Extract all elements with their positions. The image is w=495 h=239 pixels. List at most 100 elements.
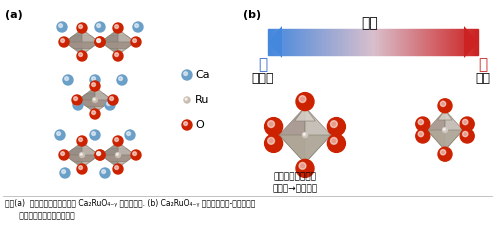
- Text: 温度: 温度: [362, 16, 378, 30]
- Circle shape: [80, 152, 85, 158]
- Circle shape: [327, 118, 346, 136]
- Polygon shape: [427, 130, 463, 150]
- Bar: [406, 29, 408, 55]
- Bar: [288, 29, 289, 55]
- Circle shape: [460, 129, 474, 143]
- Bar: [451, 29, 453, 55]
- Polygon shape: [101, 36, 135, 42]
- Bar: [284, 29, 285, 55]
- Polygon shape: [118, 142, 135, 168]
- Bar: [313, 29, 314, 55]
- Circle shape: [133, 22, 143, 32]
- Bar: [419, 29, 421, 55]
- Circle shape: [182, 120, 192, 130]
- Bar: [281, 29, 282, 55]
- Bar: [282, 29, 284, 55]
- Circle shape: [119, 77, 122, 81]
- Circle shape: [303, 133, 305, 135]
- Circle shape: [116, 153, 118, 155]
- Circle shape: [299, 96, 306, 103]
- Circle shape: [115, 152, 120, 158]
- Circle shape: [92, 83, 96, 87]
- Circle shape: [113, 23, 123, 33]
- Bar: [285, 29, 286, 55]
- Bar: [286, 29, 288, 55]
- Bar: [412, 29, 414, 55]
- Circle shape: [302, 132, 307, 137]
- Bar: [379, 29, 380, 55]
- Circle shape: [90, 109, 100, 119]
- Bar: [349, 29, 350, 55]
- Circle shape: [77, 51, 87, 61]
- Circle shape: [90, 81, 100, 91]
- Polygon shape: [305, 107, 331, 163]
- Bar: [423, 29, 425, 55]
- Circle shape: [74, 97, 78, 101]
- Bar: [425, 29, 426, 55]
- Bar: [366, 29, 367, 55]
- Circle shape: [460, 117, 474, 131]
- Circle shape: [107, 102, 110, 105]
- Bar: [345, 29, 346, 55]
- Bar: [465, 29, 467, 55]
- Polygon shape: [438, 110, 452, 120]
- Bar: [435, 29, 436, 55]
- Bar: [308, 29, 310, 55]
- Circle shape: [62, 170, 65, 174]
- Bar: [382, 29, 383, 55]
- Bar: [360, 29, 362, 55]
- Circle shape: [79, 25, 83, 28]
- Bar: [363, 29, 365, 55]
- Bar: [321, 29, 323, 55]
- Bar: [440, 29, 442, 55]
- Polygon shape: [295, 107, 315, 121]
- Bar: [291, 29, 292, 55]
- Bar: [333, 29, 334, 55]
- Polygon shape: [65, 36, 99, 42]
- Circle shape: [110, 97, 113, 101]
- Bar: [275, 29, 276, 55]
- Bar: [303, 29, 304, 55]
- Bar: [438, 29, 439, 55]
- Circle shape: [65, 77, 68, 81]
- Bar: [409, 29, 411, 55]
- Circle shape: [184, 72, 188, 76]
- Polygon shape: [427, 110, 445, 150]
- Polygon shape: [65, 155, 99, 162]
- Circle shape: [331, 137, 337, 144]
- Bar: [460, 29, 461, 55]
- Circle shape: [113, 164, 123, 174]
- Bar: [268, 29, 269, 55]
- Circle shape: [131, 150, 141, 160]
- Bar: [461, 29, 463, 55]
- Text: (b): (b): [243, 10, 261, 20]
- Circle shape: [115, 25, 118, 28]
- Circle shape: [443, 127, 447, 132]
- Bar: [432, 29, 433, 55]
- Bar: [416, 29, 418, 55]
- Circle shape: [97, 39, 100, 43]
- Circle shape: [79, 138, 83, 141]
- Bar: [328, 29, 330, 55]
- Bar: [297, 29, 299, 55]
- Bar: [314, 29, 316, 55]
- Bar: [404, 29, 405, 55]
- Circle shape: [182, 70, 192, 80]
- Bar: [415, 29, 416, 55]
- Circle shape: [127, 132, 131, 136]
- Bar: [454, 29, 455, 55]
- Circle shape: [113, 136, 123, 146]
- Bar: [372, 29, 373, 55]
- Circle shape: [125, 130, 135, 140]
- Circle shape: [265, 118, 283, 136]
- Circle shape: [299, 163, 306, 169]
- Bar: [323, 29, 324, 55]
- Text: Ru: Ru: [195, 95, 209, 105]
- Bar: [411, 29, 412, 55]
- Circle shape: [95, 37, 105, 47]
- Circle shape: [115, 166, 118, 169]
- Circle shape: [331, 121, 337, 127]
- Bar: [394, 29, 396, 55]
- Bar: [359, 29, 360, 55]
- Bar: [311, 29, 313, 55]
